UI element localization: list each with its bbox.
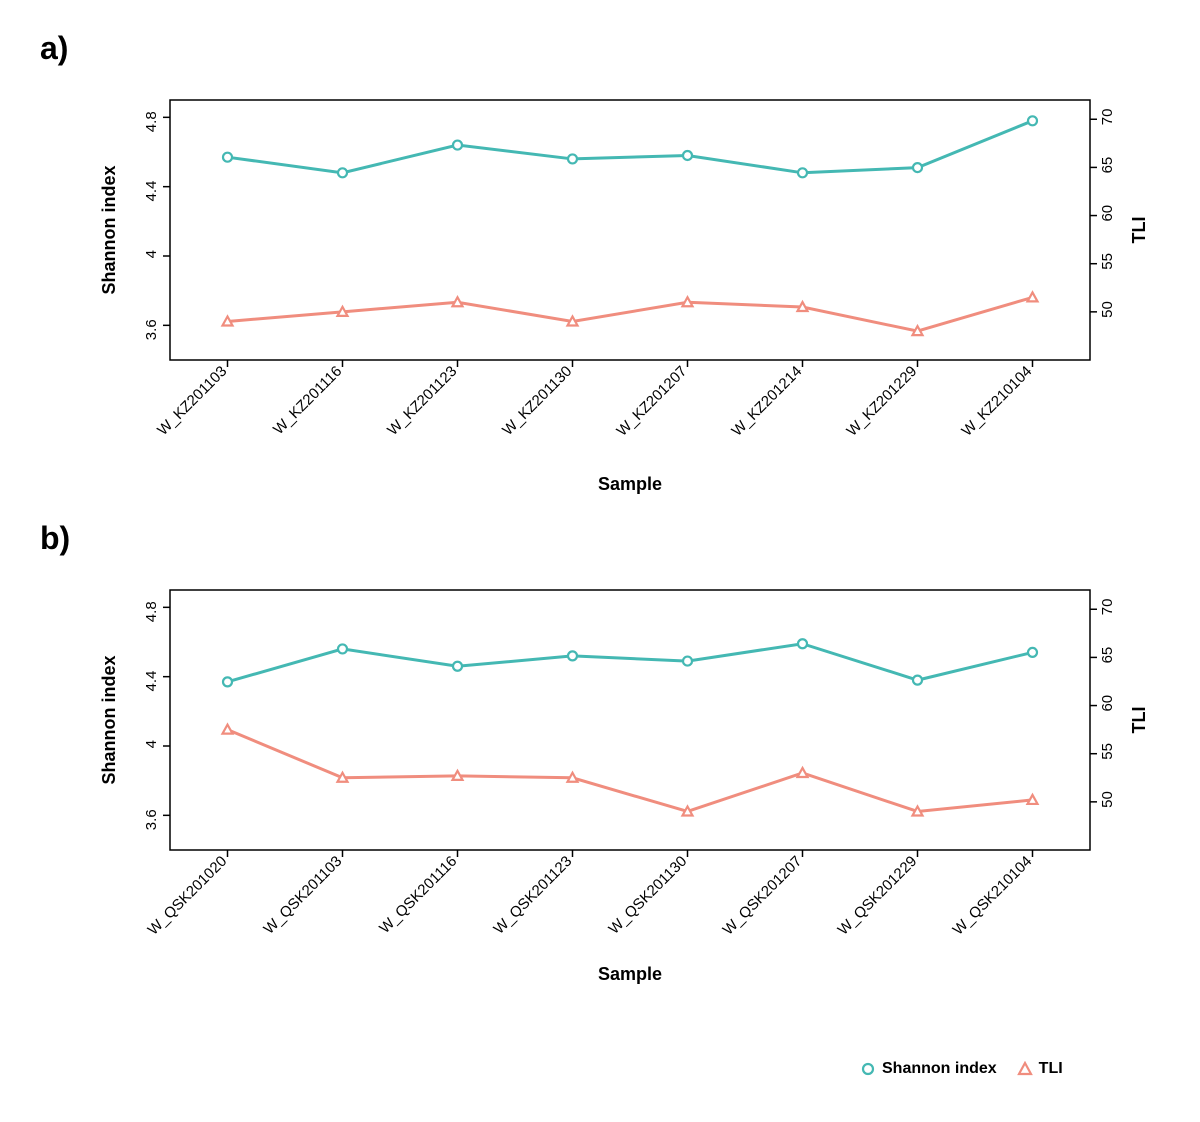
legend-tli-label: TLI: [1039, 1060, 1063, 1078]
legend-shannon-label: Shannon index: [882, 1060, 997, 1078]
svg-text:60: 60: [1099, 205, 1116, 222]
svg-text:70: 70: [1099, 599, 1116, 616]
svg-text:W_KZ201229: W_KZ201229: [843, 363, 920, 440]
triangle-marker-icon: [1017, 1061, 1033, 1077]
svg-text:W_QSK201020: W_QSK201020: [145, 853, 231, 939]
svg-text:TLI: TLI: [1129, 217, 1149, 244]
svg-text:4.8: 4.8: [143, 111, 160, 132]
svg-text:Shannon index: Shannon index: [99, 165, 119, 294]
panel-b-label: b): [40, 520, 70, 557]
svg-text:W_QSK201130: W_QSK201130: [605, 853, 690, 938]
svg-text:4.8: 4.8: [143, 601, 160, 622]
svg-text:70: 70: [1099, 109, 1116, 126]
svg-text:W_QSK201123: W_QSK201123: [490, 853, 575, 938]
legend-item-shannon: Shannon index: [860, 1060, 997, 1078]
svg-text:55: 55: [1099, 253, 1116, 270]
svg-text:60: 60: [1099, 695, 1116, 712]
legend-item-tli: TLI: [1017, 1060, 1063, 1078]
svg-text:W_KZ210104: W_KZ210104: [958, 363, 1035, 440]
svg-text:W_QSK201103: W_QSK201103: [260, 853, 345, 938]
svg-text:W_QSK201116: W_QSK201116: [376, 853, 460, 937]
svg-text:W_QSK201207: W_QSK201207: [720, 853, 806, 939]
svg-text:4.4: 4.4: [143, 181, 160, 202]
svg-text:3.6: 3.6: [143, 319, 160, 340]
legend: Shannon index TLI: [860, 1060, 1063, 1078]
svg-text:65: 65: [1099, 647, 1116, 664]
svg-text:Shannon index: Shannon index: [99, 655, 119, 784]
svg-text:W_KZ201130: W_KZ201130: [499, 363, 575, 439]
svg-text:W_KZ201116: W_KZ201116: [270, 363, 345, 438]
svg-text:65: 65: [1099, 157, 1116, 174]
svg-text:4: 4: [143, 740, 160, 748]
svg-text:W_QSK210104: W_QSK210104: [950, 853, 1036, 939]
svg-text:W_KZ201214: W_KZ201214: [728, 363, 805, 440]
svg-text:50: 50: [1099, 301, 1116, 318]
chart-b: 3.6 4 4.4 4.8 50 55 60 65 70 W_QSK201020 W_QSK2011…: [70, 570, 1190, 1030]
svg-text:W_QSK201229: W_QSK201229: [835, 853, 921, 939]
chart-a: 3.6 4 4.4 4.8 50 55 60 65 70 W_KZ201103 W_KZ201116…: [70, 80, 1190, 540]
panel-a-label: a): [40, 30, 68, 67]
svg-text:4.4: 4.4: [143, 671, 160, 692]
svg-text:55: 55: [1099, 743, 1116, 760]
svg-text:W_KZ201103: W_KZ201103: [154, 363, 230, 439]
svg-text:50: 50: [1099, 791, 1116, 808]
svg-text:Sample: Sample: [598, 964, 662, 984]
svg-text:W_KZ201207: W_KZ201207: [613, 363, 690, 440]
svg-text:Sample: Sample: [598, 474, 662, 494]
circle-marker-icon: [860, 1061, 876, 1077]
svg-text:4: 4: [143, 250, 160, 258]
svg-text:3.6: 3.6: [143, 809, 160, 830]
svg-text:W_KZ201123: W_KZ201123: [384, 363, 460, 439]
svg-text:TLI: TLI: [1129, 707, 1149, 734]
